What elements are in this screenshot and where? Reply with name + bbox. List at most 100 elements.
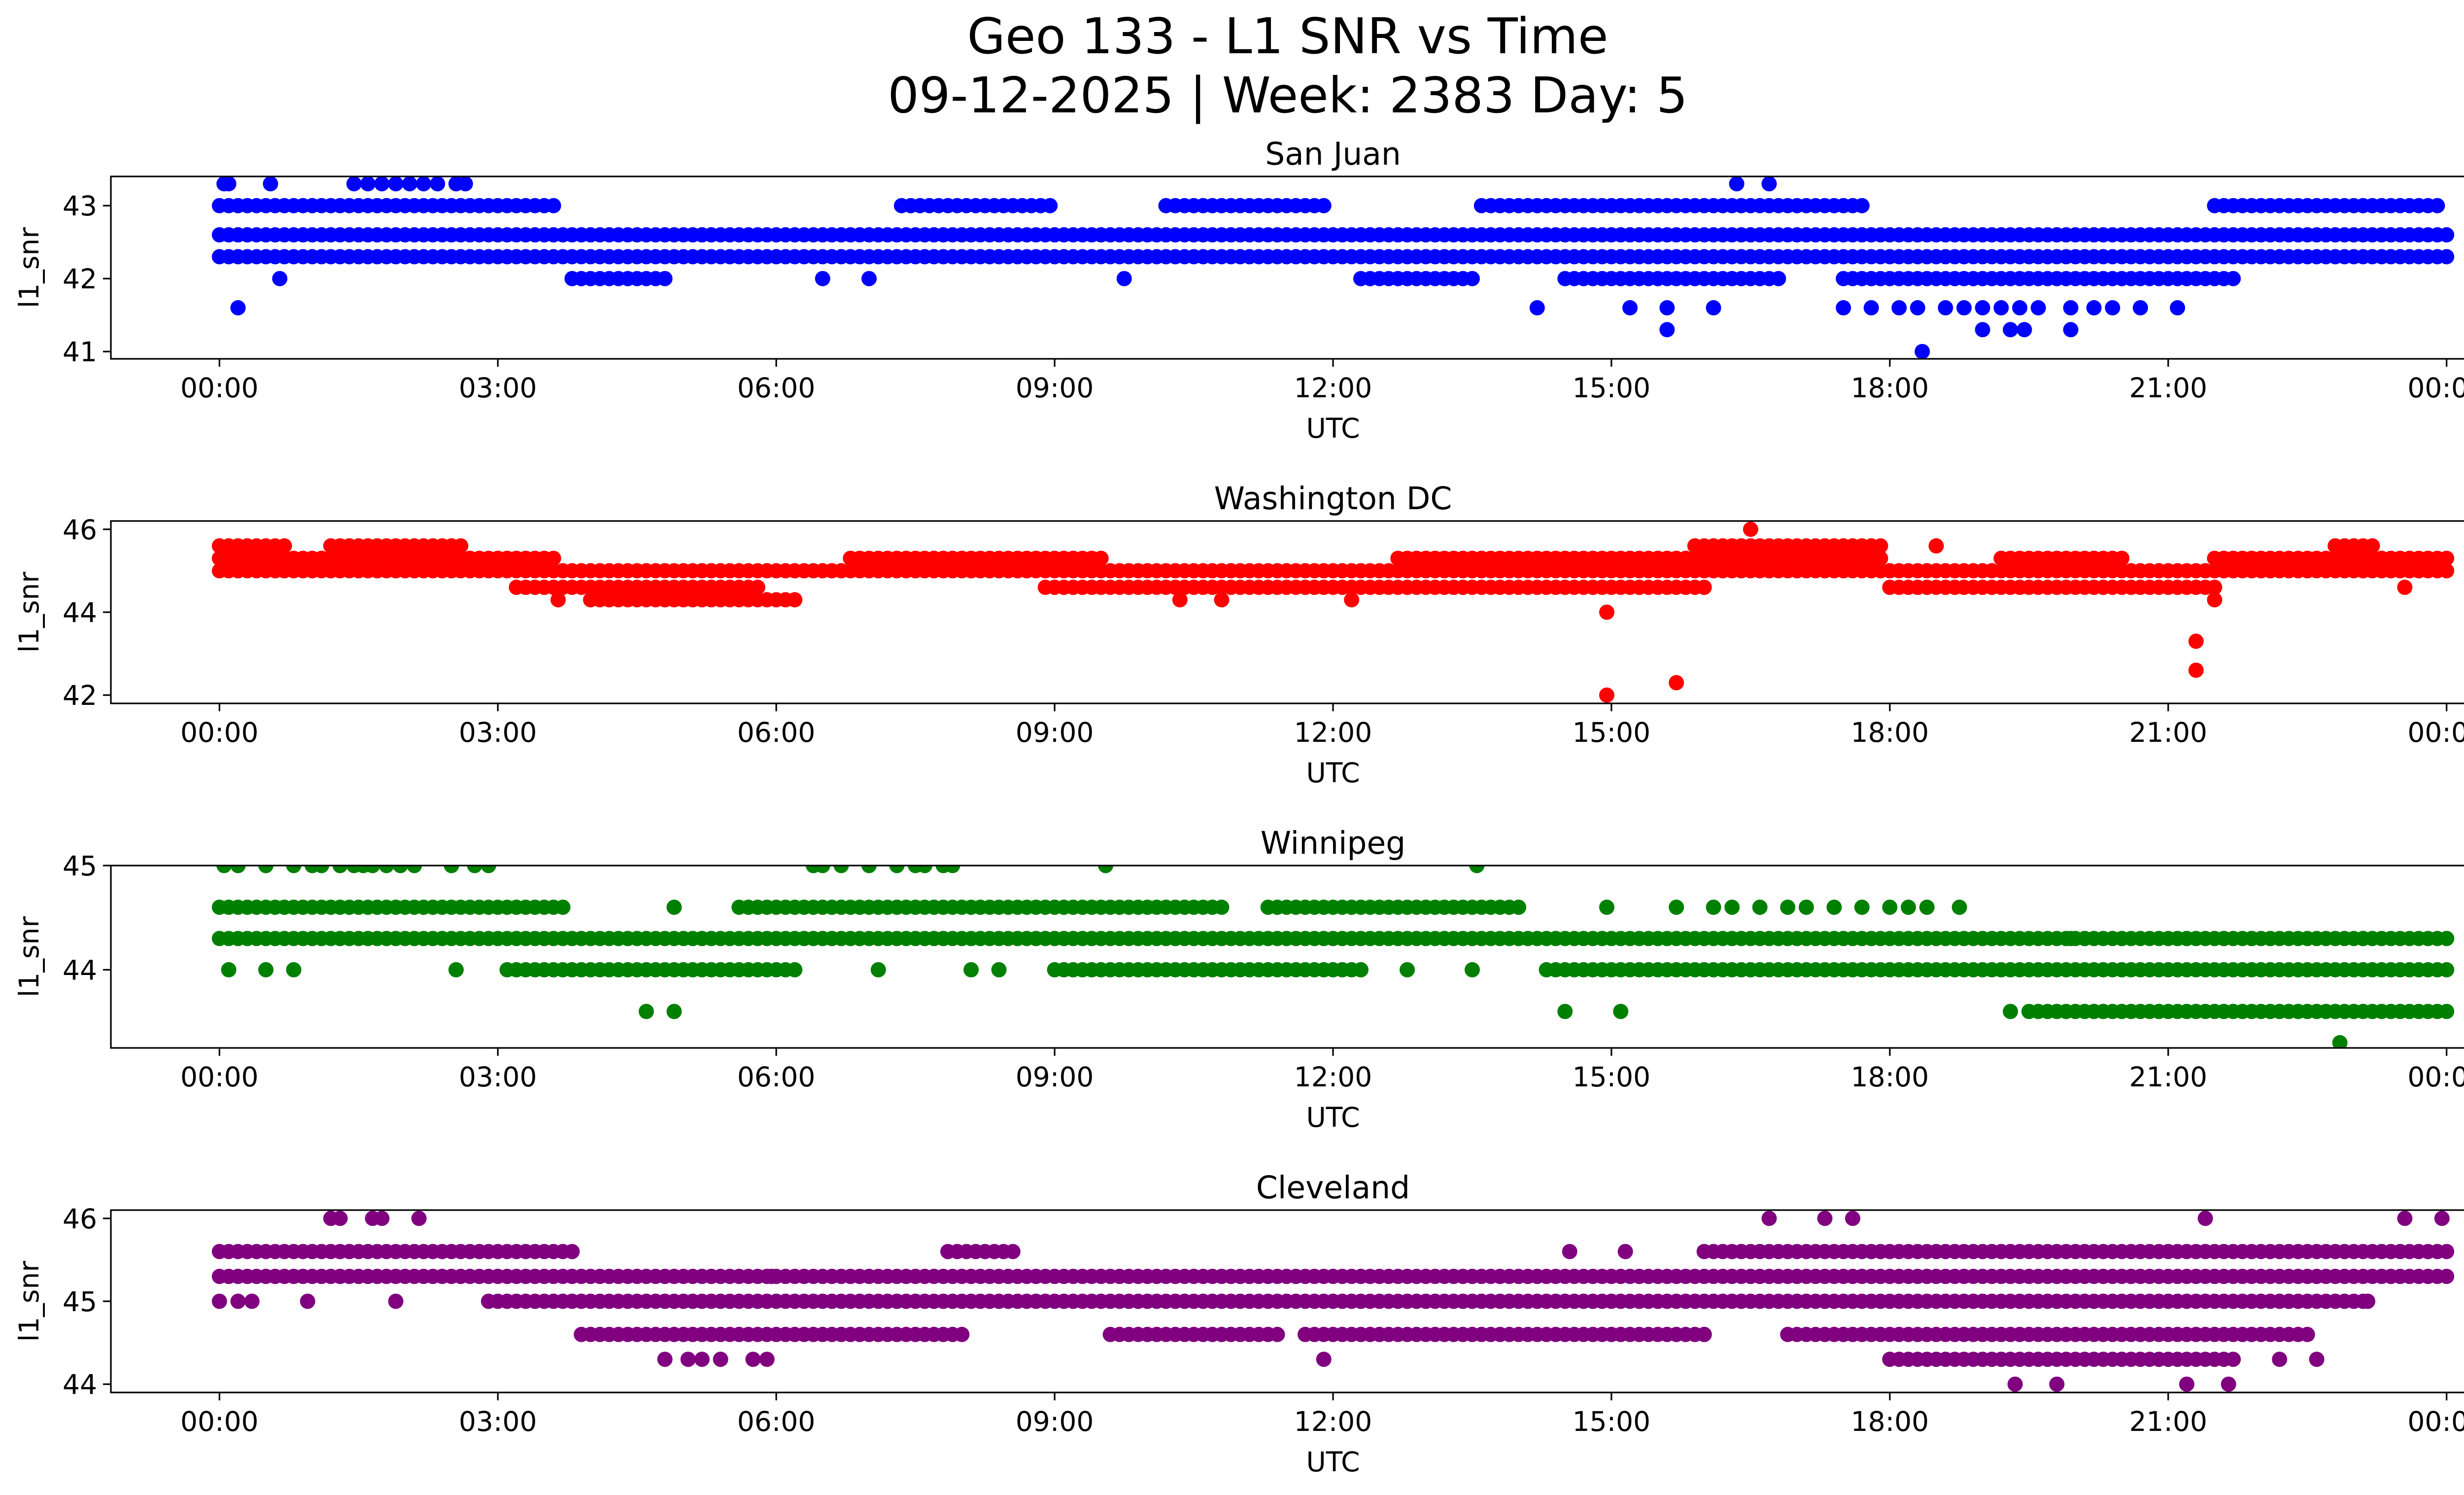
data-point	[2299, 1326, 2315, 1342]
data-point	[1863, 300, 1879, 315]
figure-title-line-2: 09-12-2025 | Week: 2383 Day: 5	[888, 67, 1688, 124]
data-point	[2439, 227, 2455, 243]
data-point	[374, 176, 390, 192]
data-point	[2244, 931, 2259, 946]
data-point	[954, 1326, 970, 1342]
y-axis-label: l1_snr	[13, 572, 45, 653]
x-tick-label: 00:00	[2407, 1406, 2464, 1437]
data-point	[2439, 1244, 2455, 1259]
data-point	[2003, 322, 2019, 338]
data-point	[713, 1352, 728, 1367]
data-point	[393, 866, 408, 873]
data-point	[1919, 900, 1935, 915]
data-point	[1826, 900, 1842, 915]
data-point	[546, 198, 561, 213]
x-axis-label: UTC	[1306, 1102, 1360, 1133]
data-point	[1316, 1352, 1332, 1367]
data-point	[360, 176, 376, 192]
x-tick-label: 18:00	[1851, 717, 1929, 748]
data-point	[2355, 931, 2371, 946]
data-point	[889, 866, 905, 873]
x-tick-label: 00:00	[180, 717, 259, 748]
data-point	[453, 538, 469, 554]
data-point	[759, 1352, 775, 1367]
data-point	[1910, 300, 1925, 315]
data-point	[457, 176, 473, 192]
data-point	[2439, 1269, 2455, 1284]
data-point	[2007, 1376, 2023, 1392]
data-point	[2430, 198, 2445, 213]
data-point	[1854, 198, 1870, 213]
data-point	[300, 1293, 315, 1309]
data-point	[1669, 675, 1684, 691]
x-tick-label: 21:00	[2129, 1061, 2208, 1093]
data-point	[216, 866, 232, 873]
data-point	[314, 866, 329, 873]
data-point	[1901, 900, 1916, 915]
data-point	[1928, 538, 1944, 554]
data-point	[1891, 300, 1907, 315]
data-point	[945, 866, 960, 873]
x-tick-label: 18:00	[1851, 372, 1929, 404]
data-point	[2434, 1211, 2450, 1226]
data-point	[1465, 271, 1480, 286]
data-point	[221, 176, 237, 192]
x-tick-label: 18:00	[1851, 1061, 1929, 1093]
data-point	[1511, 900, 1527, 915]
data-point	[2077, 931, 2092, 946]
data-point	[2221, 1376, 2236, 1392]
data-point	[2397, 580, 2413, 595]
x-tick-label: 06:00	[737, 1406, 816, 1437]
data-point	[1269, 1326, 1285, 1342]
data-point	[2216, 931, 2232, 946]
data-point	[2225, 271, 2241, 286]
data-point	[861, 866, 877, 873]
data-point	[764, 1269, 780, 1284]
data-point	[1951, 900, 1967, 915]
x-tick-label: 15:00	[1573, 1406, 1651, 1437]
x-tick-label: 15:00	[1573, 717, 1651, 748]
data-point	[2017, 322, 2032, 338]
y-axis-label: l1_snr	[13, 916, 45, 997]
data-point	[1465, 962, 1480, 977]
data-point	[787, 592, 803, 608]
y-axis-label: l1_snr	[13, 227, 45, 308]
data-point	[230, 866, 246, 873]
data-point	[1172, 592, 1188, 608]
data-point	[2360, 1293, 2376, 1309]
data-point	[2439, 551, 2455, 566]
data-point	[1882, 900, 1898, 915]
data-point	[1400, 962, 1415, 977]
data-point	[2063, 322, 2079, 338]
data-point	[750, 580, 765, 595]
data-point	[1599, 604, 1614, 620]
data-points	[211, 866, 2455, 1048]
x-axis-label: UTC	[1306, 413, 1360, 444]
data-point	[1116, 271, 1132, 286]
x-tick-label: 12:00	[1294, 717, 1372, 748]
data-point	[2439, 962, 2455, 977]
data-point	[1214, 592, 1230, 608]
data-point	[378, 866, 394, 873]
data-point	[2309, 1352, 2325, 1367]
data-point	[1780, 900, 1796, 915]
y-tick-label: 44	[63, 1369, 97, 1400]
data-point	[666, 900, 682, 915]
data-points	[211, 522, 2455, 703]
x-tick-label: 06:00	[737, 372, 816, 404]
data-point	[2063, 300, 2079, 315]
data-point	[402, 176, 417, 192]
x-tick-label: 09:00	[1016, 1061, 1094, 1093]
data-point	[1696, 1326, 1712, 1342]
data-point	[2105, 300, 2121, 315]
x-tick-label: 12:00	[1294, 372, 1372, 404]
data-point	[480, 866, 496, 873]
x-tick-label: 09:00	[1016, 717, 1094, 748]
data-point	[1817, 1211, 1833, 1226]
x-tick-label: 03:00	[459, 1061, 537, 1093]
data-point	[555, 900, 571, 915]
x-tick-label: 21:00	[2129, 372, 2208, 404]
data-point	[1469, 866, 1485, 873]
data-point	[1214, 900, 1230, 915]
data-point	[416, 176, 432, 192]
